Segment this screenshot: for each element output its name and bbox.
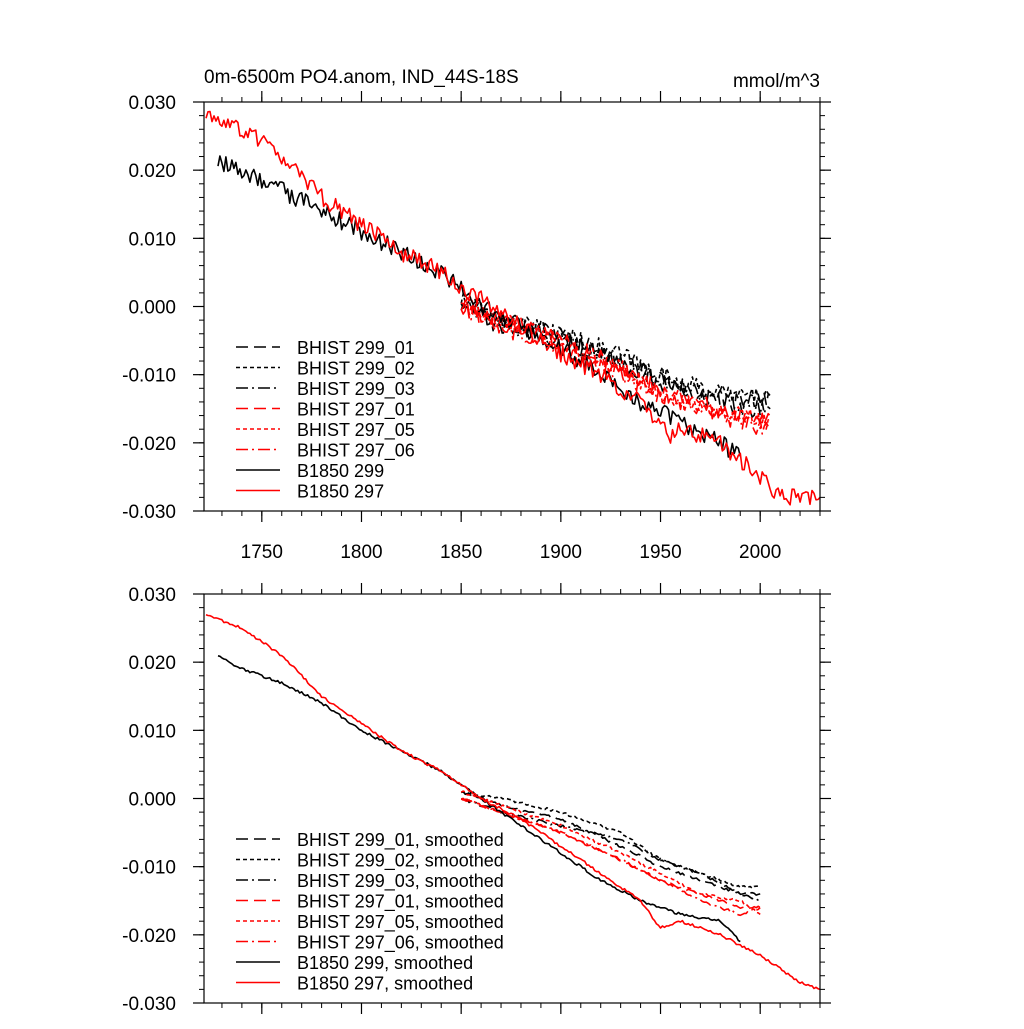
y-tick-label: 0.020 [128, 161, 176, 182]
y-tick-label: 0.020 [128, 653, 176, 674]
y-tick-label: 0.010 [128, 721, 176, 742]
y-tick-label: 0.010 [128, 229, 176, 250]
legend-label: B1850 299, smoothed [297, 953, 473, 973]
y-tick-label: -0.030 [122, 994, 176, 1015]
series-line-b1850-297 [205, 110, 821, 506]
legend-label: B1850 297, smoothed [297, 974, 473, 994]
legend-label: BHIST 297_06, smoothed [297, 933, 504, 954]
series-line-bhist-297-06 [460, 299, 771, 435]
y-tick-label: -0.020 [122, 434, 176, 455]
legend-label: BHIST 297_05 [297, 420, 415, 441]
legend-label: BHIST 297_01 [297, 400, 415, 421]
y-tick-label: -0.010 [122, 858, 176, 879]
legend-label: BHIST 297_01, smoothed [297, 892, 504, 913]
series-line-bhist-299-02-smoothed [461, 791, 761, 890]
legend-label: B1850 299 [297, 461, 384, 481]
series-line-b1850-297-smoothed [205, 614, 821, 991]
series-line-bhist-297-06-smoothed [461, 797, 761, 917]
x-tick-label: 1750 [241, 542, 283, 563]
x-tick-label: 2000 [739, 542, 781, 563]
legend-label: BHIST 299_01, smoothed [297, 830, 504, 851]
y-tick-label: -0.010 [122, 366, 176, 387]
series-line-bhist-299-03-smoothed [460, 798, 761, 902]
legend-label: BHIST 297_05, smoothed [297, 912, 504, 933]
chart-panel-top: 0.030 0.020 0.010 0.000 -0.010 -0.020 -0.030 17… [122, 91, 831, 563]
legend-label: BHIST 299_02 [297, 359, 415, 380]
series-line-bhist-297-05-smoothed [460, 790, 761, 916]
legend-label: BHIST 299_03, smoothed [297, 871, 504, 892]
series-line-bhist-299-01-smoothed [461, 790, 761, 896]
legend-label: BHIST 299_03 [297, 379, 415, 400]
x-tick-label: 1800 [340, 542, 382, 563]
units-label: mmol/m^3 [733, 71, 820, 92]
x-tick-label: 1850 [440, 542, 482, 563]
chart-title: 0m-6500m PO4.anom, IND_44S-18S [204, 67, 519, 88]
y-tick-label: 0.000 [128, 298, 176, 319]
legend-label: BHIST 297_06 [297, 441, 415, 462]
y-tick-label: -0.030 [122, 502, 176, 523]
y-tick-label: 0.030 [128, 585, 176, 606]
series-line-b1850-299 [217, 155, 742, 458]
legend-label: B1850 297 [297, 482, 384, 502]
y-tick-label: 0.000 [128, 790, 176, 811]
x-tick-label: 1950 [639, 542, 681, 563]
y-tick-label: -0.020 [122, 926, 176, 947]
legend-label: BHIST 299_01 [297, 338, 415, 359]
x-tick-label: 1900 [540, 542, 582, 563]
chart-panel-bottom: 0.030 0.020 0.010 0.000 -0.010 -0.020 -0.030 BH… [122, 583, 831, 1015]
y-tick-label: 0.030 [128, 93, 176, 114]
legend-label: BHIST 299_02, smoothed [297, 851, 504, 872]
